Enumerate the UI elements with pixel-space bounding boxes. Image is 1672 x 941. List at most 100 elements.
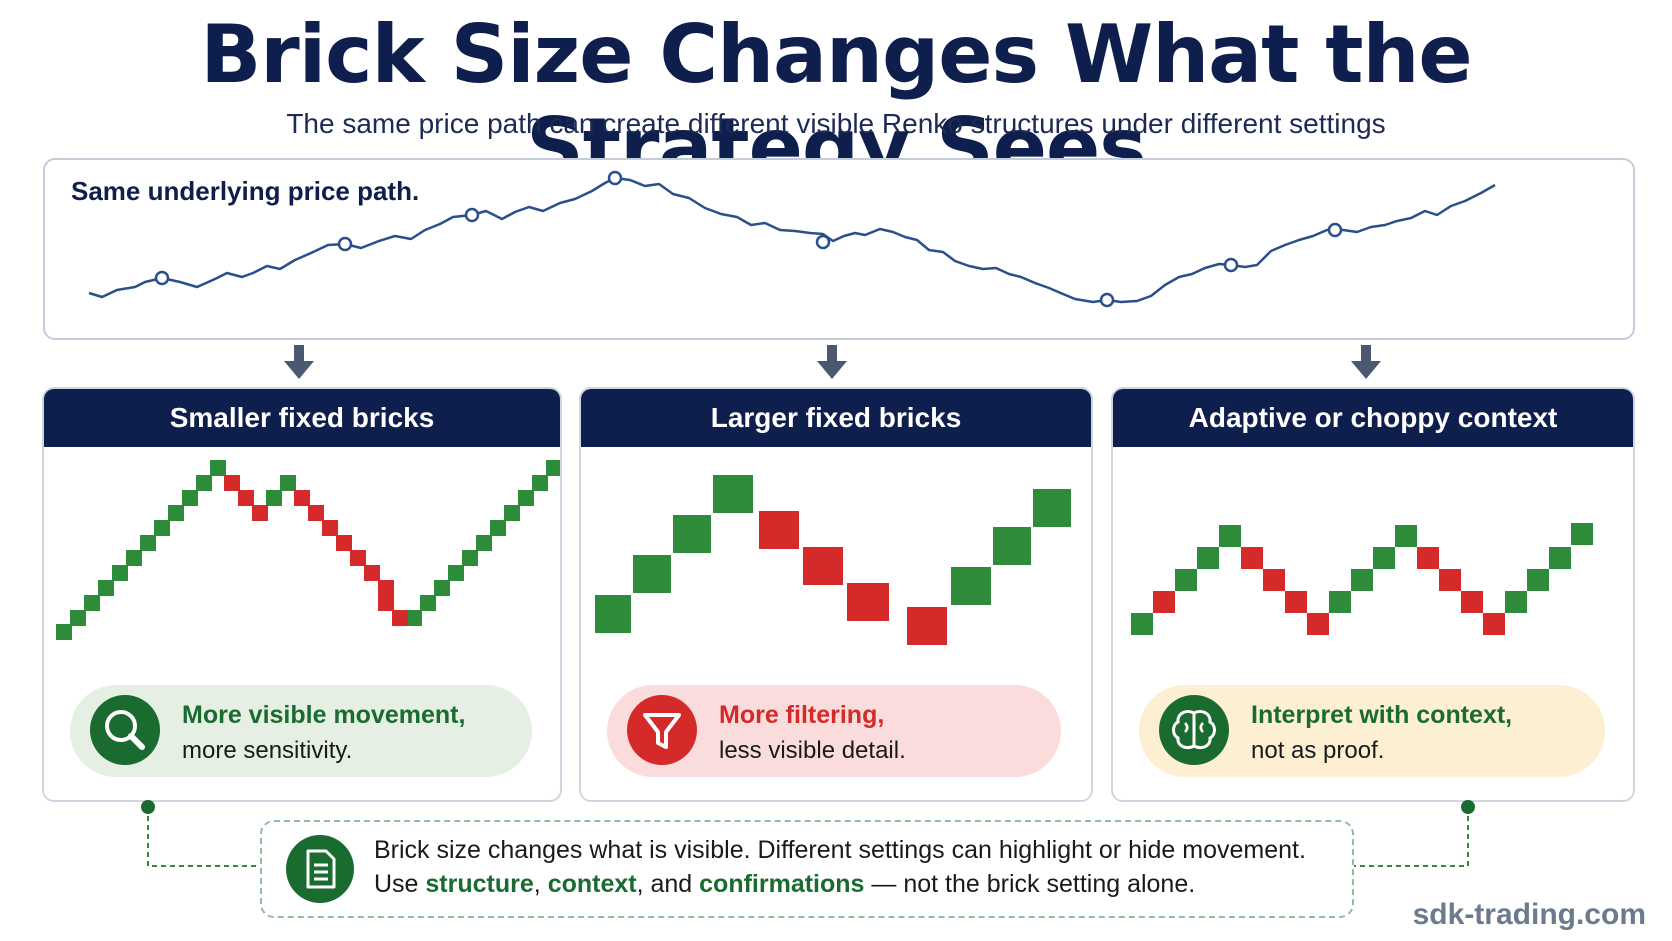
brick-down [759,511,799,549]
brick-down [1439,569,1461,591]
brick-down [252,505,268,521]
brick-down [336,535,352,551]
path-marker [1099,292,1115,308]
brick-down [392,610,408,626]
brick-up [1571,523,1593,545]
brick-up [504,505,520,521]
brick-up [168,505,184,521]
brick-up [713,475,753,513]
brick-up [140,535,156,551]
note-pill: More filtering, less visible detail. [607,685,1061,777]
path-marker [464,207,480,223]
note-detail: less visible detail. [719,737,906,764]
brick-up [1373,547,1395,569]
path-marker [607,170,623,186]
brick-up [280,475,296,491]
brick-down [1307,613,1329,635]
watermark: sdk-trading.com [1412,898,1646,931]
note-headline: More visible movement, [182,701,466,729]
path-marker [154,270,170,286]
summary-separator: , [533,870,548,898]
brick-up [1395,525,1417,547]
summary-separator: , and [636,870,700,898]
brick-up [266,490,282,506]
brick-up [476,535,492,551]
brick-up [154,520,170,536]
brick-down [1241,547,1263,569]
note-detail: not as proof. [1251,737,1385,764]
brick-up [462,550,478,566]
summary-keyword-structure: structure [425,870,534,898]
brick-up [951,567,991,605]
brick-down [378,595,394,611]
brick-up [182,490,198,506]
note-pill: Interpret with context, not as proof. [1139,685,1605,777]
brick-up [420,595,436,611]
brick-up [84,595,100,611]
brick-up [196,475,212,491]
card-heading: Adaptive or choppy context [1113,389,1633,447]
summary-line-1: Brick size changes what is visible. Diff… [374,836,1306,864]
card-adaptive-context: Adaptive or choppy context Interpret wi [1111,387,1635,802]
brick-down [1461,591,1483,613]
summary-keyword-context: context [547,870,637,898]
card-smaller-bricks: Smaller fixed bricks [42,387,562,802]
down-arrow-icon [284,345,314,379]
price-path-markers [154,170,1343,308]
renko-bricks-large [595,475,1071,645]
brick-up [993,527,1031,565]
down-arrow-icon [817,345,847,379]
brick-up [1033,489,1071,527]
brick-up [1219,525,1241,547]
brick-up [112,565,128,581]
page-title: Brick Size Changes What the Strategy See… [200,8,1472,194]
brick-up [448,565,464,581]
brick-down [238,490,254,506]
brick-down [1417,547,1439,569]
card-larger-bricks: Larger fixed bricks More filtering, less… [579,387,1093,802]
summary-prefix: Use [374,870,426,898]
brick-up [406,610,422,626]
brick-down [1263,569,1285,591]
summary-keyword-confirmations: confirmations [699,870,865,898]
card-heading: Smaller fixed bricks [44,389,560,447]
brick-up [1175,569,1197,591]
brick-down [1285,591,1307,613]
brick-up [70,610,86,626]
brick-up [595,595,631,633]
brick-down [1483,613,1505,635]
brick-up [56,624,72,640]
funnel-icon [627,695,697,765]
brick-down [308,505,324,521]
note-pill: More visible movement, more sensitivity. [70,685,532,777]
brick-up [532,475,548,491]
brick-up [1549,547,1571,569]
brick-down [364,565,380,581]
summary-line-2: Use structure, context, and confirmation… [374,870,1195,899]
path-marker [1327,222,1343,238]
brick-down [224,475,240,491]
brick-down [322,520,338,536]
brick-up [518,490,534,506]
brick-up [126,550,142,566]
note-headline: More filtering, [719,701,885,729]
page-subtitle: The same price path can create different… [286,108,1386,139]
magnifier-icon [90,695,160,765]
summary-suffix: — not the brick setting alone. [864,870,1196,898]
brain-icon [1159,695,1229,765]
note-detail: more sensitivity. [182,737,353,764]
brick-up [490,520,506,536]
brick-up [1527,569,1549,591]
brick-down [294,490,310,506]
brick-up [210,460,226,476]
summary-box: Brick size changes what is visible. Diff… [260,820,1354,918]
brick-up [1197,547,1219,569]
card-heading: Larger fixed bricks [581,389,1091,447]
price-path-panel: Same underlying price path. [43,158,1635,340]
path-marker [337,236,353,252]
brick-down [378,580,394,596]
brick-down [907,607,947,645]
brick-down [1153,591,1175,613]
price-path-chart [88,170,1496,308]
